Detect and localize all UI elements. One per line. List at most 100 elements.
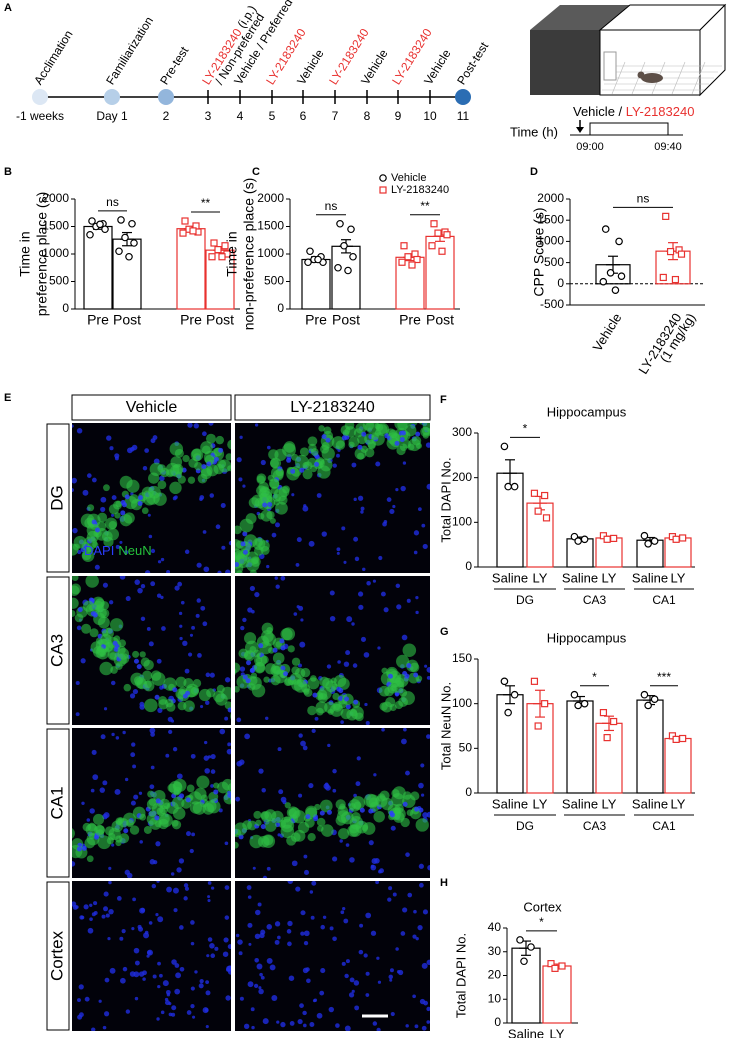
neuron: [147, 790, 155, 798]
neuron: [357, 452, 365, 460]
nucleus: [360, 636, 367, 642]
neuron: [217, 781, 229, 794]
y-tick-label: 0: [557, 276, 564, 290]
data-point: [96, 220, 104, 229]
data-point: [408, 261, 416, 269]
y-tick-label: 150: [452, 651, 472, 665]
neuron: [113, 500, 122, 510]
y-tick-label: 1000: [42, 246, 69, 260]
nucleus: [242, 484, 246, 488]
nucleus: [371, 858, 378, 865]
nucleus: [297, 1018, 303, 1025]
nucleus: [329, 926, 334, 931]
neuron: [323, 426, 332, 435]
significance-label: *: [539, 915, 544, 929]
event-text: Post-test: [454, 39, 491, 87]
neuron: [256, 475, 266, 484]
nucleus: [300, 618, 304, 622]
group-label: CA3: [583, 819, 607, 833]
nucleus: [302, 1010, 307, 1016]
nucleus: [75, 712, 80, 717]
nucleus: [90, 788, 95, 793]
neuron: [267, 474, 275, 482]
y-tick-label: 20: [488, 968, 502, 982]
neuron: [183, 700, 195, 712]
nucleus: [344, 696, 350, 702]
time-tick: 09:40: [654, 141, 682, 153]
nucleus: [400, 931, 406, 936]
neuron: [375, 423, 384, 431]
neuron: [394, 677, 405, 688]
nucleus: [115, 544, 120, 550]
nucleus: [214, 946, 219, 951]
mouse: [641, 73, 663, 83]
nucleus: [283, 671, 289, 677]
neuron: [317, 465, 331, 479]
neuron: [299, 447, 309, 457]
x-tick-label: LY: [533, 570, 548, 585]
nucleus: [104, 977, 110, 983]
neuron: [151, 672, 166, 686]
nucleus: [267, 501, 273, 507]
nucleus: [155, 913, 159, 917]
bar: [176, 228, 206, 310]
nucleus: [148, 641, 154, 647]
neuron: [235, 841, 239, 849]
neuron: [227, 439, 231, 450]
nucleus: [427, 865, 430, 871]
neuron: [205, 433, 216, 444]
nucleus: [119, 936, 124, 941]
nucleus: [277, 747, 282, 752]
nucleus: [261, 787, 266, 793]
nucleus: [190, 753, 196, 759]
nucleus: [217, 570, 222, 573]
nucleus: [174, 585, 180, 591]
nucleus: [266, 564, 270, 569]
x-tick-label: LY: [602, 570, 617, 585]
nucleus: [122, 966, 128, 972]
nucleus: [377, 980, 382, 984]
nucleus: [91, 1027, 96, 1031]
neuron: [192, 453, 202, 462]
nucleus: [335, 1023, 340, 1028]
nucleus: [392, 504, 396, 509]
nucleus: [235, 933, 240, 938]
nucleus: [121, 929, 126, 934]
nucleus: [303, 930, 310, 937]
day-label: 2: [163, 109, 170, 123]
nucleus: [89, 903, 93, 907]
neuron: [243, 650, 255, 662]
nucleus: [108, 881, 112, 885]
nucleus: [98, 999, 102, 1003]
nucleus: [205, 980, 209, 985]
nucleus: [155, 798, 161, 804]
neuron: [118, 818, 129, 828]
nucleus: [202, 530, 207, 534]
neuron: [324, 701, 336, 714]
time-tick: 09:00: [576, 141, 604, 153]
neuron: [182, 454, 190, 463]
nucleus: [205, 700, 210, 705]
event-label: Vehicle: [421, 47, 454, 88]
neuron: [321, 447, 335, 461]
data-point: [650, 695, 659, 704]
nucleus: [114, 788, 121, 795]
data-point: [527, 943, 535, 951]
nucleus: [320, 968, 326, 974]
nucleus: [103, 707, 108, 711]
nucleus: [300, 740, 306, 747]
neuron: [344, 423, 355, 431]
nucleus: [227, 792, 231, 798]
data-point: [611, 286, 620, 294]
column-header: LY-2183240: [290, 399, 375, 416]
nucleus: [111, 843, 115, 847]
nucleus: [224, 915, 230, 920]
nucleus: [190, 1003, 195, 1009]
neuron: [321, 442, 330, 451]
nucleus: [332, 463, 337, 468]
data-point: [671, 275, 680, 284]
x-tick-label: LY: [550, 1026, 565, 1038]
nucleus: [244, 733, 251, 740]
data-point: [672, 535, 680, 543]
y-tick-label: 0: [465, 559, 472, 573]
